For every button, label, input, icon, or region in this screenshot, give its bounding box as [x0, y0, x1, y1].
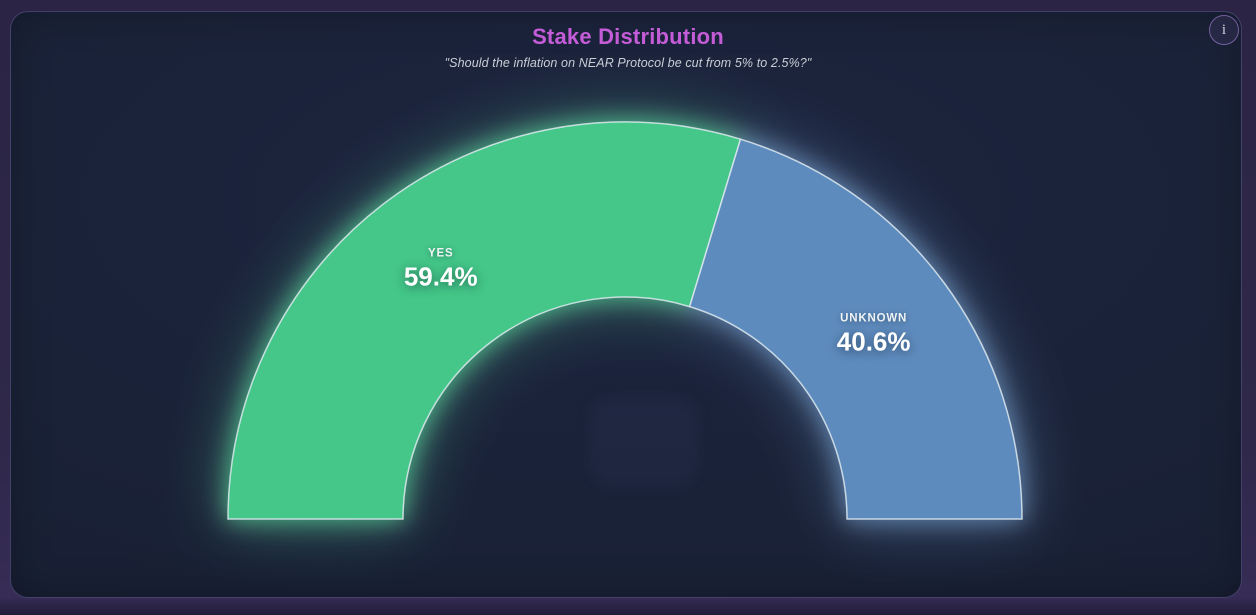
background-watermark	[589, 397, 699, 487]
segment-yes[interactable]	[227, 121, 742, 520]
chart-header: Stake Distribution "Should the inflation…	[0, 24, 1256, 70]
chart-subtitle: "Should the inflation on NEAR Protocol b…	[444, 56, 812, 70]
segment-unknown[interactable]	[688, 138, 1023, 520]
stake-distribution-card	[10, 11, 1242, 598]
chart-title: Stake Distribution	[532, 24, 724, 49]
info-icon: i	[1221, 21, 1227, 38]
info-button[interactable]: i	[1209, 15, 1239, 45]
